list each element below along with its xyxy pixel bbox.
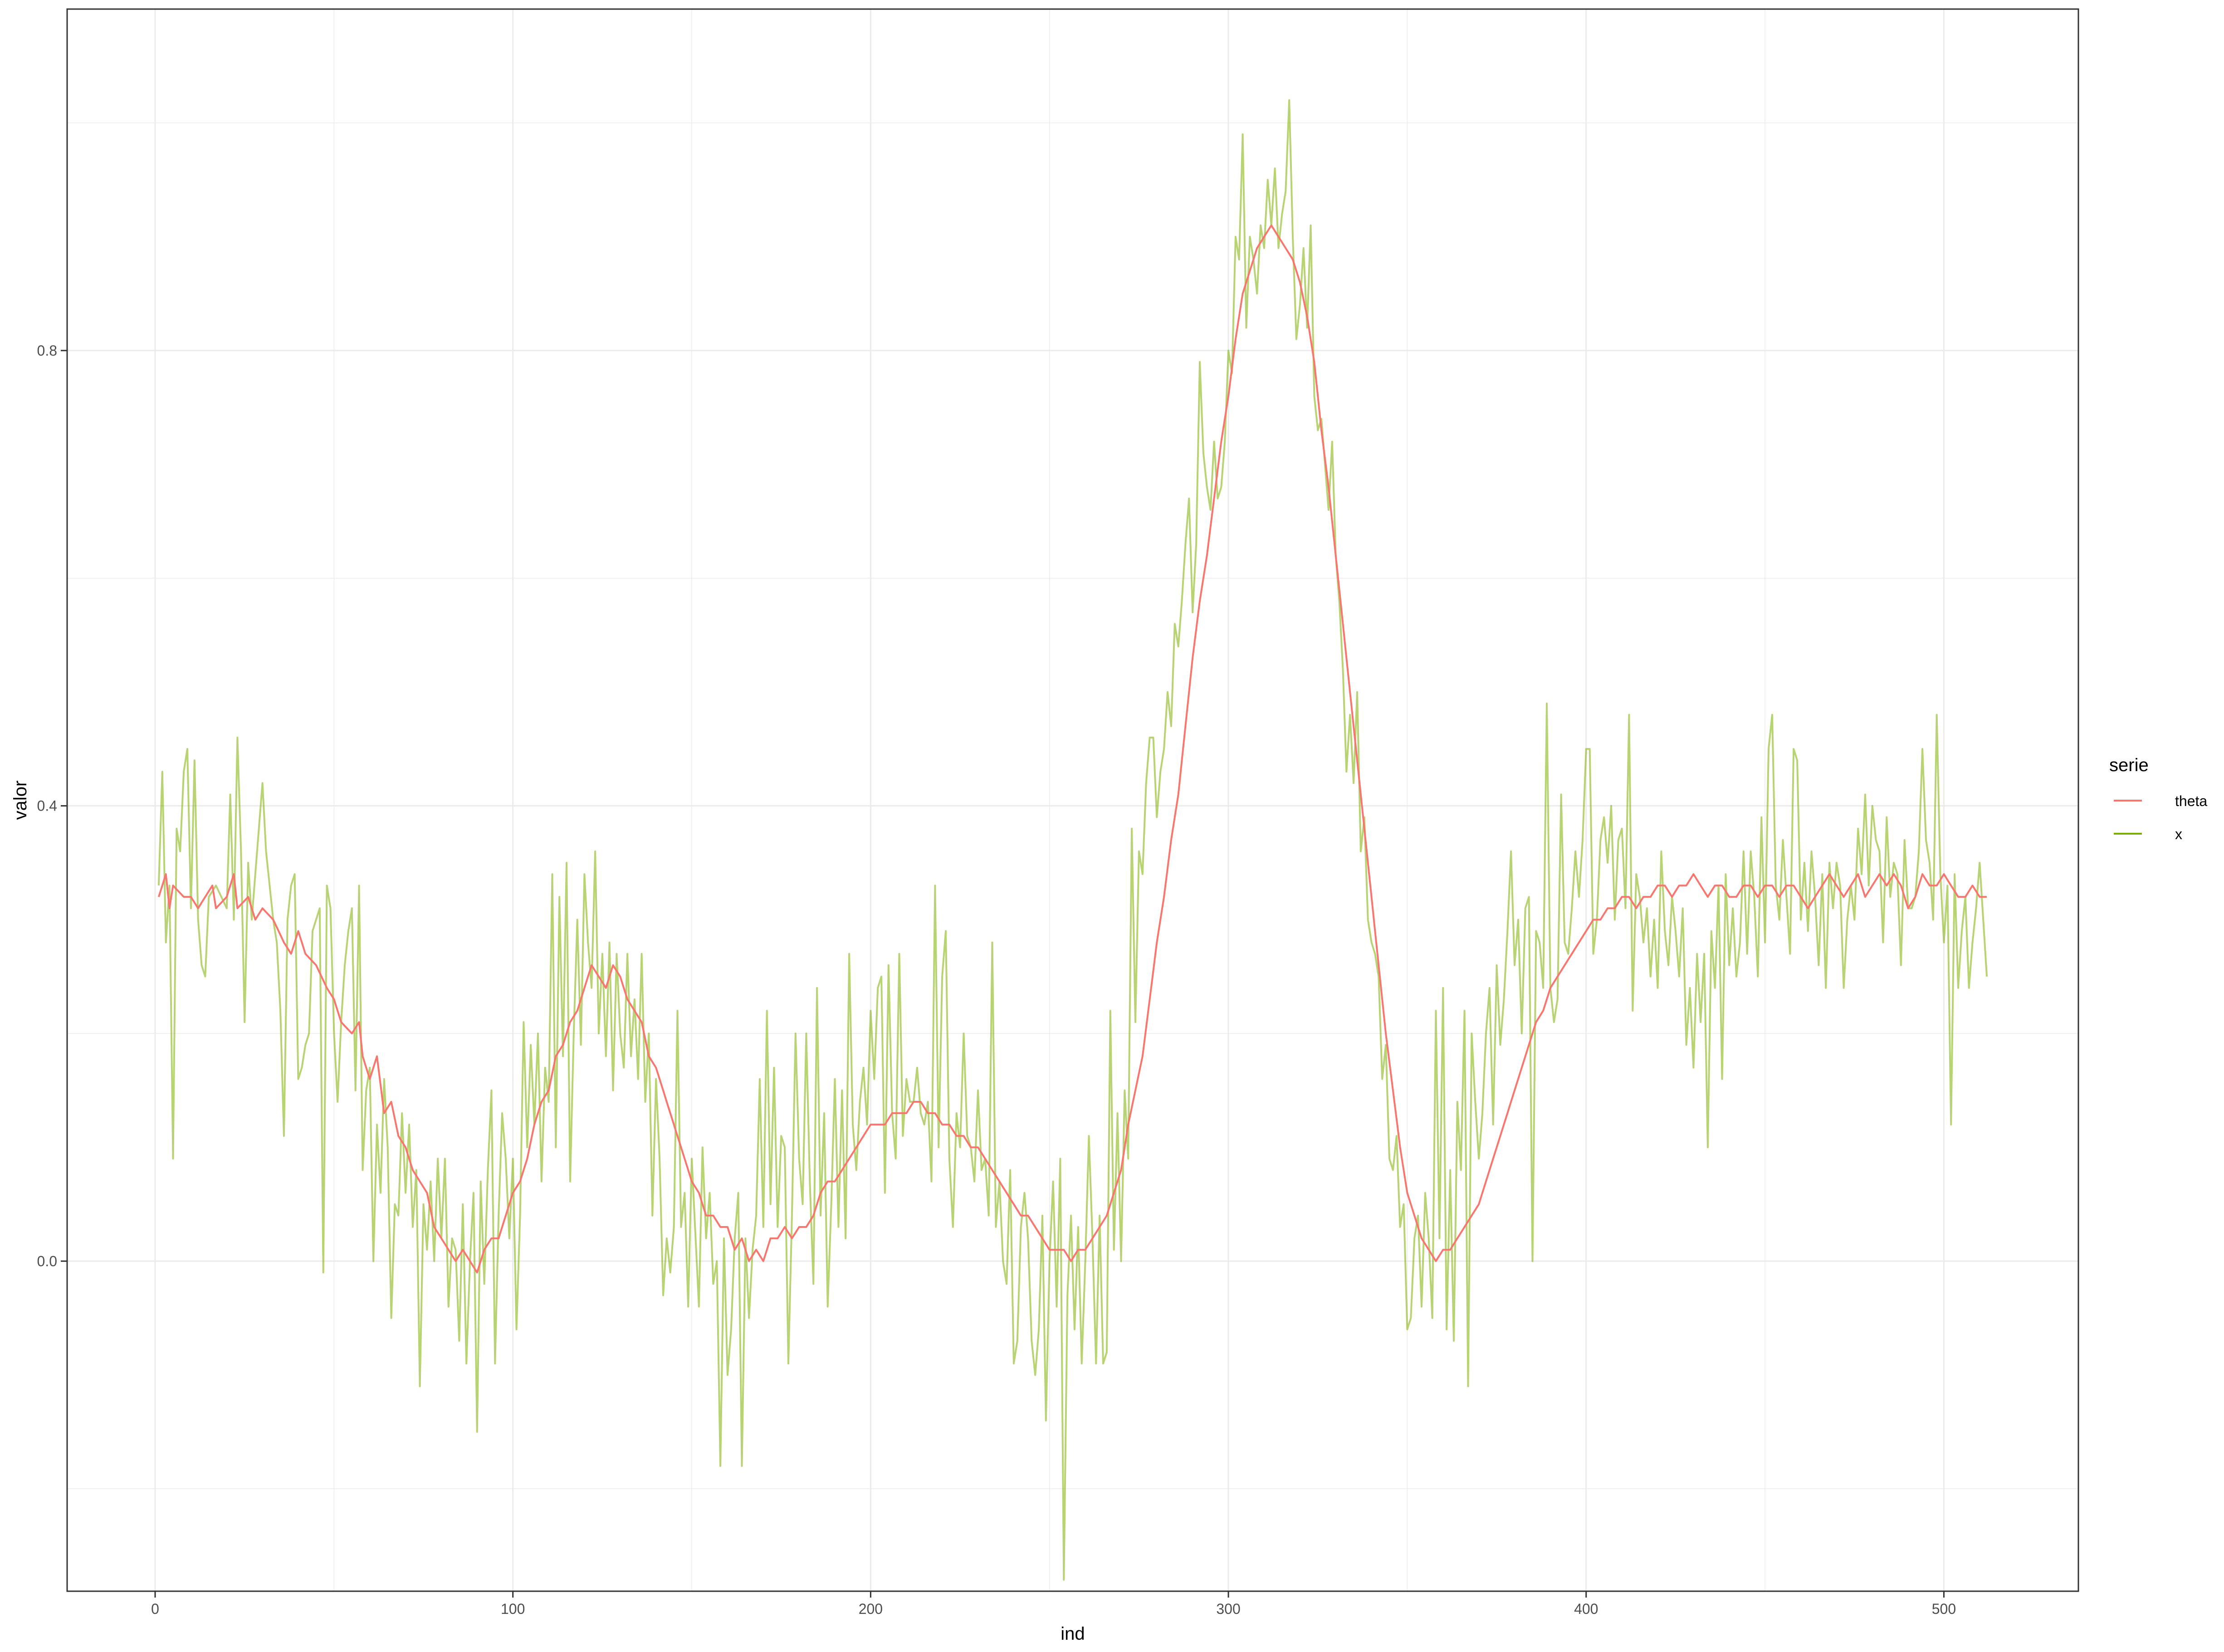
x-tick-label: 100 — [501, 1601, 525, 1617]
legend-label-x: x — [2175, 826, 2182, 842]
plot-panel-border — [66, 8, 2079, 1592]
x-tick-label: 400 — [1574, 1601, 1598, 1617]
series-layer — [157, 99, 1988, 1581]
series-line-theta — [157, 224, 1987, 1274]
x-tick-label: 300 — [1216, 1601, 1240, 1617]
major-gridlines — [67, 9, 2078, 1591]
x-tick-label: 500 — [1932, 1601, 1956, 1617]
legend: serie theta x — [2109, 755, 2207, 842]
x-tick-label: 0 — [151, 1601, 159, 1617]
legend-title: serie — [2109, 755, 2149, 775]
minor-gridlines — [67, 9, 2078, 1591]
x-axis: 0 100 200 300 400 500 — [151, 1591, 1956, 1617]
y-axis: 0.0 0.4 0.8 — [37, 342, 67, 1269]
legend-label-theta: theta — [2175, 793, 2207, 809]
y-tick-label: 0.4 — [37, 798, 57, 814]
x-tick-label: 200 — [859, 1601, 883, 1617]
x-axis-label: ind — [1061, 1624, 1085, 1644]
y-tick-label: 0.0 — [37, 1253, 57, 1269]
plot-background — [67, 9, 2078, 1591]
series-line-x — [157, 99, 1988, 1581]
y-tick-label: 0.8 — [37, 342, 57, 359]
y-axis-label: valor — [10, 781, 30, 820]
